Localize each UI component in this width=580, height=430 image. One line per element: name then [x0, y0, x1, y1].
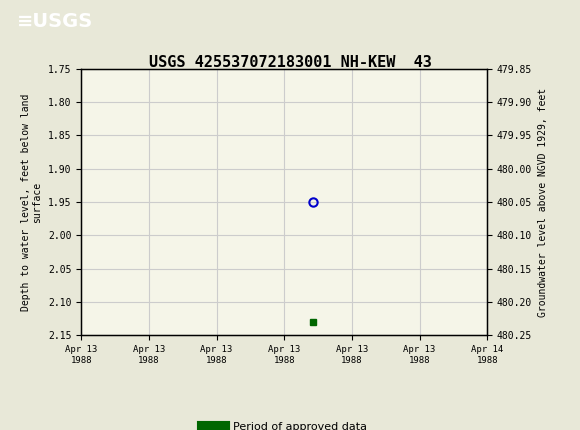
Text: USGS 425537072183001 NH-KEW  43: USGS 425537072183001 NH-KEW 43 — [148, 55, 432, 70]
Legend: Period of approved data: Period of approved data — [197, 418, 371, 430]
Y-axis label: Depth to water level, feet below land
surface: Depth to water level, feet below land su… — [21, 93, 42, 311]
Text: ≡USGS: ≡USGS — [17, 12, 93, 31]
Y-axis label: Groundwater level above NGVD 1929, feet: Groundwater level above NGVD 1929, feet — [538, 88, 548, 316]
